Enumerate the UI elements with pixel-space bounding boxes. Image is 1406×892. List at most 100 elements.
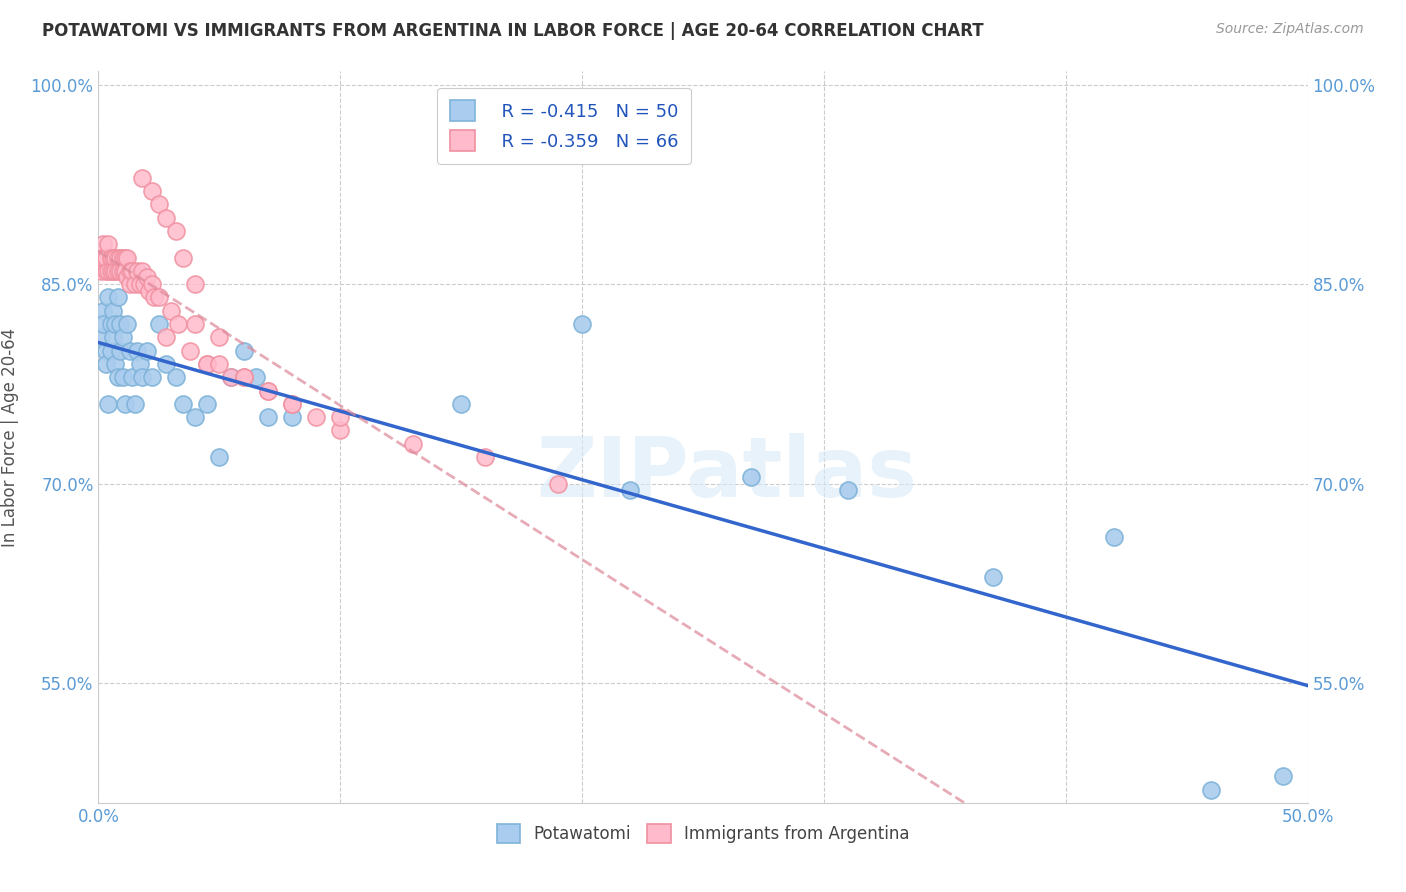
Point [141,277,163,292]
Point [131,264,153,278]
Point [155,330,177,344]
Point [148,317,170,331]
Point [837,483,859,498]
Text: POTAWATOMI VS IMMIGRANTS FROM ARGENTINA IN LABOR FORCE | AGE 20-64 CORRELATION C: POTAWATOMI VS IMMIGRANTS FROM ARGENTINA … [42,22,984,40]
Point [131,170,153,185]
Point [172,397,194,411]
Point [221,370,243,384]
Point [104,264,127,278]
Text: ZIPatlas: ZIPatlas [537,434,918,514]
Point [114,251,136,265]
Y-axis label: In Labor Force | Age 20-64: In Labor Force | Age 20-64 [1,327,20,547]
Point [121,264,143,278]
Point [107,251,129,265]
Point [195,397,218,411]
Point [108,251,131,265]
Point [232,370,254,384]
Point [179,343,201,358]
Point [91,303,114,318]
Point [208,357,231,371]
Point [97,264,120,278]
Point [160,303,183,318]
Point [329,424,352,438]
Point [97,397,120,411]
Point [329,410,352,425]
Point [184,277,207,292]
Point [107,370,129,384]
Point [208,330,231,344]
Point [117,251,139,265]
Point [100,264,122,278]
Point [101,264,124,278]
Point [165,224,187,238]
Point [127,264,149,278]
Point [114,264,136,278]
Point [155,357,177,371]
Point [195,357,218,371]
Point [118,343,141,358]
Point [256,384,278,398]
Point [134,277,156,292]
Point [108,317,131,331]
Point [117,317,139,331]
Point [619,483,641,498]
Point [148,197,170,211]
Point [138,284,160,298]
Point [148,290,170,304]
Point [107,290,129,304]
Point [740,470,762,484]
Point [165,370,187,384]
Point [94,264,117,278]
Point [90,251,112,265]
Point [108,343,131,358]
Point [114,397,136,411]
Point [155,211,177,225]
Point [127,343,149,358]
Point [94,357,117,371]
Point [172,251,194,265]
Point [101,303,124,318]
Point [117,270,139,285]
Point [128,357,150,371]
Point [135,343,157,358]
Point [91,317,114,331]
Point [184,317,207,331]
Point [97,237,120,252]
Point [104,357,127,371]
Point [1102,530,1125,544]
Point [256,384,278,398]
Point [111,264,134,278]
Point [104,317,127,331]
Point [111,330,134,344]
Point [232,370,254,384]
Point [184,410,207,425]
Point [281,410,304,425]
Point [232,343,254,358]
Point [111,251,134,265]
Point [128,277,150,292]
Point [281,397,304,411]
Point [101,251,124,265]
Point [118,264,141,278]
Point [281,397,304,411]
Point [124,397,146,411]
Point [450,397,472,411]
Point [90,264,112,278]
Point [118,277,141,292]
Point [131,370,153,384]
Point [208,450,231,464]
Point [135,270,157,285]
Point [100,251,122,265]
Text: Source: ZipAtlas.com: Source: ZipAtlas.com [1216,22,1364,37]
Point [402,436,425,450]
Point [94,251,117,265]
Point [94,343,117,358]
Point [91,251,114,265]
Point [474,450,496,464]
Point [1272,769,1295,783]
Point [245,370,267,384]
Point [143,290,166,304]
Point [141,184,163,198]
Point [167,317,190,331]
Point [91,237,114,252]
